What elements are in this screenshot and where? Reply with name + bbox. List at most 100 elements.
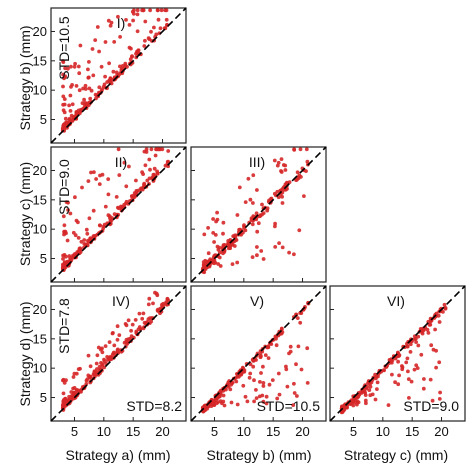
scatter-point [261,381,266,385]
std-label-secondary: STD=8.2 [126,398,182,414]
scatter-point [415,366,420,370]
scatter-point [341,405,346,409]
scatter-point [137,325,142,329]
scatter-point [103,74,107,79]
scatter-point [254,396,259,400]
scatter-point [251,173,256,178]
scatter-point [156,147,160,152]
scatter-point [229,400,234,405]
scatter-point [255,188,259,192]
scatter-point [61,378,65,383]
std-label: STD=10.5 [257,398,321,414]
scatter-point [283,168,288,172]
scatter-point [437,320,442,324]
scatter-point [442,302,447,307]
scatter-point [155,8,160,13]
scatter-point [149,29,153,34]
scatter-point [431,347,436,352]
scatter-point [248,371,253,376]
scatter-point [141,311,146,316]
scatter-point [119,349,124,354]
scatter-point [299,367,304,372]
scatter-point [276,371,281,376]
y-tick-label: 10 [33,83,47,98]
scatter-point [65,259,70,264]
scatter-point [73,61,77,66]
scatter-point [299,175,303,179]
scatter-point [390,372,394,377]
scatter-point [144,147,149,152]
scatter-point [273,245,278,249]
scatter-point [235,260,240,265]
scatter-point [123,61,128,66]
scatter-point [106,192,111,197]
scatter-point [108,23,113,28]
scatter-point [71,393,75,397]
panel-5: 5 10 15 20 V) STD=10.5 [190,285,327,439]
scatter-point [126,164,131,169]
scatter-point [63,116,68,121]
scatter-point [95,367,99,371]
scatter-point [99,64,104,69]
scatter-point [419,352,424,357]
scatter-point [284,364,288,369]
scatter-point [129,46,133,51]
scatter-point [211,231,216,235]
scatter-point [164,8,169,13]
scatter-point [400,364,404,368]
col-label-strategy-b: Strategy b) (mm) [206,447,311,463]
scatter-point [221,231,225,236]
scatter-point [87,216,92,221]
scatter-point [367,388,372,392]
scatter-point [406,377,411,381]
scatter-point [295,170,300,175]
scatter-point [128,57,133,62]
scatter-point [77,71,82,76]
scatter-point [67,394,71,399]
scatter-point [164,300,169,304]
scatter-point [266,345,271,350]
scatter-point [235,402,240,407]
scatter-point [143,38,147,43]
y-tick-label: 10 [33,361,47,376]
scatter-point [93,92,98,97]
scatter-point [216,262,221,266]
scatter-point [84,378,89,383]
scatter-point [134,178,138,183]
scatter-point [97,223,102,228]
scatter-point [126,318,131,323]
scatter-point [84,382,89,386]
scatter-point [80,185,84,190]
scatter-point [106,177,111,182]
scatter-point [214,219,219,224]
scatter-point [264,401,269,406]
scatter-point [428,377,433,382]
scatter-point [112,343,117,348]
y-tick-label: 5 [40,390,47,405]
scatter-point [280,194,284,199]
scatter-point [421,327,426,332]
scatter-point [140,8,145,13]
identity-line [50,7,187,144]
x-tick-label: 15 [126,424,140,439]
scatter-point [142,44,147,48]
scatter-point [251,201,255,205]
scatter-point [159,8,164,13]
scatter-point [375,380,380,385]
scatter-point [61,108,66,113]
scatter-point [103,344,108,348]
scatter-point [295,177,299,182]
scatter-point [412,367,417,372]
scatter-point [74,389,79,394]
scatter-point [152,166,157,171]
x-tick-label: 10 [97,424,111,439]
scatter-point [152,25,156,30]
scatter-point [131,18,136,23]
scatter-point [201,266,206,270]
scatter-point [107,340,112,344]
scatter-point [111,331,115,335]
scatter-point [287,250,291,255]
scatter-point [69,390,74,394]
scatter-point [97,49,101,54]
outer-axis-labels: Strategy b) (mm) Strategy c) (mm) Strate… [17,25,448,463]
